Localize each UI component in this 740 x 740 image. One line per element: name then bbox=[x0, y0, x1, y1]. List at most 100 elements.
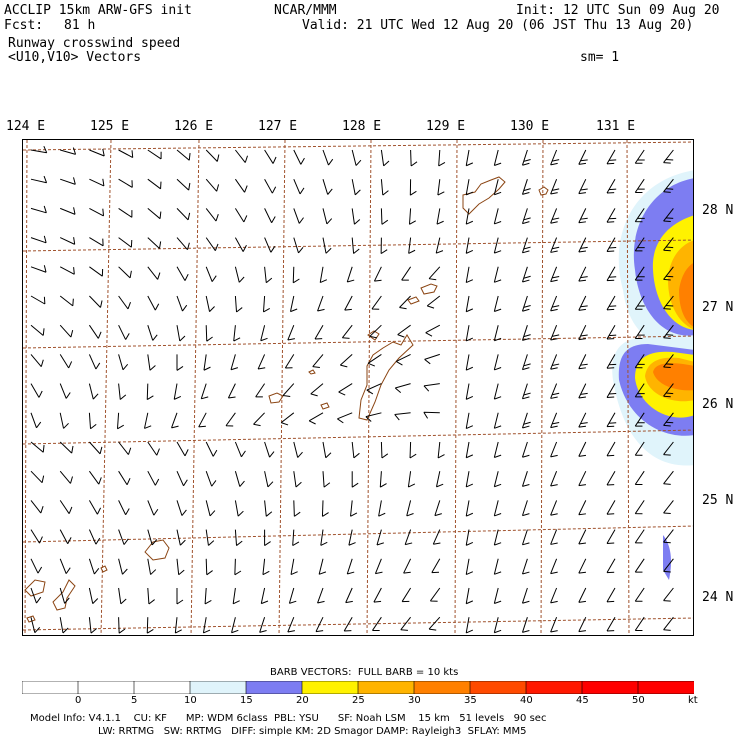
wind-barb bbox=[88, 412, 97, 430]
wind-barb bbox=[30, 175, 48, 184]
wind-barb bbox=[176, 325, 186, 342]
wind-barb bbox=[293, 441, 303, 458]
wind-barb bbox=[176, 237, 190, 251]
wind-barb bbox=[578, 324, 588, 341]
wind-barb bbox=[493, 179, 502, 196]
island-ishigaki bbox=[52, 579, 76, 611]
wind-barb bbox=[493, 295, 502, 312]
wind-barb bbox=[373, 587, 382, 603]
wind-barb bbox=[399, 295, 411, 310]
wind-barb bbox=[59, 470, 73, 484]
grid-line bbox=[540, 140, 544, 635]
wind-barb bbox=[663, 587, 674, 602]
wind-barb bbox=[310, 383, 324, 397]
wind-shading bbox=[612, 170, 693, 580]
wind-barb bbox=[425, 324, 441, 337]
wind-barb bbox=[176, 470, 188, 487]
wind-barb bbox=[424, 353, 440, 365]
init-time: Init: 12 UTC Sun 09 Aug 20 bbox=[516, 3, 720, 18]
wind-barb bbox=[465, 325, 474, 342]
grid-line bbox=[23, 335, 693, 349]
wind-barb bbox=[205, 529, 215, 546]
wind-barb bbox=[59, 587, 70, 604]
grid-line bbox=[23, 429, 693, 445]
colorbar-tick: 30 bbox=[408, 695, 421, 706]
wind-barb bbox=[521, 237, 531, 254]
grid-line bbox=[366, 140, 372, 635]
wind-barb bbox=[521, 558, 530, 575]
wind-barb bbox=[401, 266, 412, 281]
wind-barb bbox=[465, 500, 474, 517]
wind-barb bbox=[374, 558, 383, 575]
wind-barb bbox=[322, 149, 334, 166]
wind-barb bbox=[465, 208, 474, 225]
colorbar-tick: 45 bbox=[576, 695, 589, 706]
wind-barb bbox=[234, 500, 244, 517]
wind-barb bbox=[147, 470, 160, 486]
wind-barb bbox=[205, 178, 220, 192]
wind-barb bbox=[578, 500, 587, 516]
wind-barb bbox=[176, 588, 184, 605]
wind-barb bbox=[344, 295, 353, 311]
wind-barb bbox=[634, 354, 645, 369]
wind-barb bbox=[351, 208, 361, 225]
wind-barb bbox=[293, 179, 305, 195]
wind-barb bbox=[432, 529, 441, 545]
wind-barb bbox=[606, 587, 616, 603]
wind-barb bbox=[308, 412, 324, 425]
wind-barb bbox=[59, 266, 75, 275]
wind-barb bbox=[634, 266, 645, 281]
colorbar-segment bbox=[581, 681, 639, 694]
wind-barb bbox=[550, 354, 560, 370]
wind-barb bbox=[234, 266, 245, 283]
wind-barb bbox=[118, 295, 131, 310]
wind-barb bbox=[493, 266, 502, 283]
wind-barb bbox=[521, 529, 530, 546]
wind-barb bbox=[493, 587, 502, 604]
colorbar-tick: 0 bbox=[75, 695, 82, 706]
wind-barb bbox=[234, 178, 248, 193]
wind-barb bbox=[234, 295, 243, 313]
wind-barb bbox=[380, 179, 389, 196]
wind-barb bbox=[322, 471, 331, 488]
wind-barb bbox=[234, 441, 246, 458]
wind-barb bbox=[30, 265, 47, 273]
wind-barb bbox=[663, 354, 674, 369]
wind-barb bbox=[59, 617, 69, 634]
wind-barb bbox=[118, 383, 127, 400]
wind-barb bbox=[465, 179, 474, 196]
island-yonaguni bbox=[26, 615, 36, 623]
wind-barb bbox=[176, 266, 189, 281]
wind-barb bbox=[118, 324, 130, 340]
wind-barb bbox=[343, 616, 353, 632]
wind-barb bbox=[147, 325, 158, 341]
latitude-label: 27 N bbox=[702, 300, 734, 315]
wind-barb bbox=[257, 354, 266, 370]
wind-barb bbox=[351, 179, 361, 196]
wind-barb bbox=[550, 149, 560, 166]
wind-barb bbox=[348, 529, 356, 546]
colorbar-segment bbox=[525, 681, 583, 694]
wind-barb bbox=[406, 500, 414, 517]
wind-barbs bbox=[30, 145, 674, 634]
barb-vectors-note: BARB VECTORS: FULL BARB = 10 kts bbox=[270, 667, 459, 678]
wind-barb bbox=[465, 471, 474, 488]
wind-barb bbox=[88, 558, 100, 575]
wind-barb bbox=[493, 383, 502, 400]
wind-barb bbox=[143, 412, 152, 429]
wind-barb bbox=[234, 471, 245, 487]
wind-barb bbox=[147, 266, 161, 280]
wind-barb bbox=[351, 237, 360, 254]
wind-barb bbox=[465, 558, 474, 576]
island-kume bbox=[268, 392, 284, 404]
wind-barb bbox=[521, 179, 531, 195]
wind-barb bbox=[409, 441, 417, 459]
wind-barb bbox=[173, 383, 182, 400]
wind-barb bbox=[404, 529, 413, 546]
wind-barb bbox=[118, 237, 133, 248]
wind-barb bbox=[174, 617, 182, 634]
wind-barb bbox=[578, 441, 587, 457]
map-canvas bbox=[23, 140, 693, 635]
wind-barb bbox=[293, 471, 302, 488]
wind-barb bbox=[116, 412, 124, 430]
